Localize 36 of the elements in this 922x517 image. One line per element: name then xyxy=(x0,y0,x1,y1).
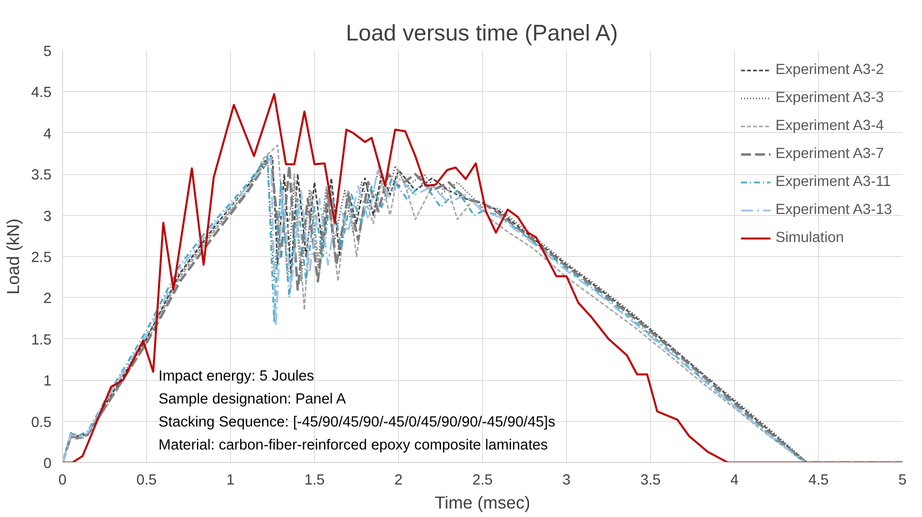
annotation: Stacking Sequence: [-45/90/45/90/-45/0/45/90/90/-45/90/45]s xyxy=(158,414,556,430)
y-tick-label: 5 xyxy=(43,44,52,60)
y-tick-label: 2.5 xyxy=(31,250,52,266)
y-axis-title: Load (kN) xyxy=(3,218,24,295)
x-tick-label: 4 xyxy=(730,472,739,488)
x-tick-label: 0 xyxy=(58,472,67,488)
annotation: Material: carbon-fiber-reinforced epoxy composite laminates xyxy=(158,438,548,454)
y-tick-label: 3.5 xyxy=(31,168,52,184)
legend-label: Experiment A3-11 xyxy=(776,174,891,190)
legend-label: Experiment A3-4 xyxy=(776,118,884,134)
x-tick-label: 1.5 xyxy=(304,472,325,488)
y-tick-label: 0 xyxy=(43,456,52,472)
y-tick-label: 2 xyxy=(43,291,52,308)
x-tick-label: 4.5 xyxy=(808,472,829,488)
x-axis-title: Time (msec) xyxy=(434,492,530,512)
x-tick-label: 2 xyxy=(394,472,403,488)
y-tick-label: 0.5 xyxy=(31,414,52,431)
y-tick-label: 3 xyxy=(43,208,52,225)
x-tick-label: 2.5 xyxy=(472,472,493,488)
y-tick-label: 4 xyxy=(43,126,52,142)
x-tick-label: 0.5 xyxy=(136,472,157,488)
x-tick-label: 3 xyxy=(562,472,571,488)
y-tick-label: 1 xyxy=(43,374,52,390)
x-tick-label: 3.5 xyxy=(640,472,661,488)
chart-title: Load versus time (Panel A) xyxy=(346,20,618,46)
y-tick-label: 1.5 xyxy=(31,332,52,348)
x-tick-label: 1 xyxy=(226,472,235,488)
x-tick-label: 5 xyxy=(898,472,907,488)
legend-label: Experiment A3-2 xyxy=(776,62,884,78)
legend-label: Simulation xyxy=(776,230,844,246)
y-tick-label: 4.5 xyxy=(31,85,52,102)
legend-label: Experiment A3-7 xyxy=(776,146,884,162)
annotation: Sample designation: Panel A xyxy=(158,392,346,408)
legend-label: Experiment A3-3 xyxy=(776,90,884,106)
annotation: Impact energy: 5 Joules xyxy=(158,368,314,384)
legend-label: Experiment A3-13 xyxy=(776,202,892,218)
